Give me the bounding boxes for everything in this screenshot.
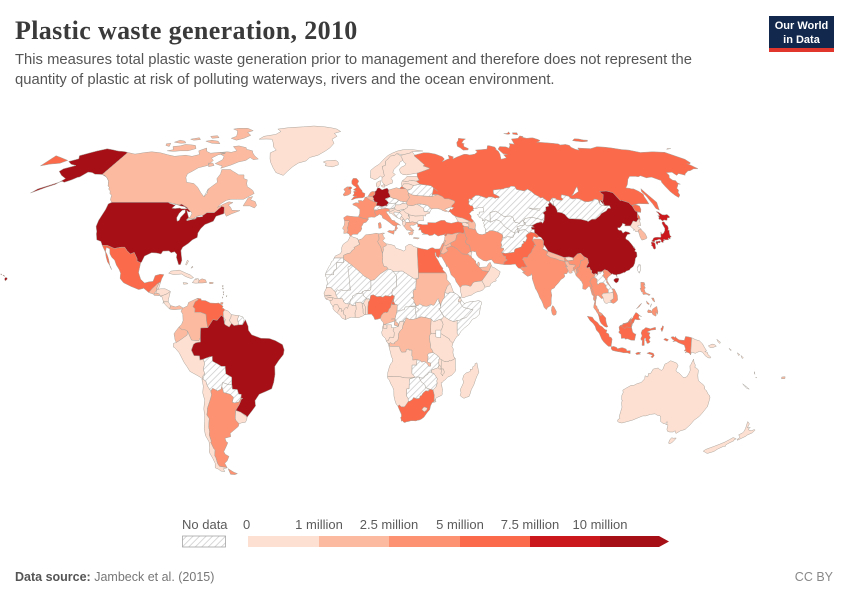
svg-text:7.5 million: 7.5 million bbox=[501, 517, 560, 532]
svg-text:No data: No data bbox=[182, 517, 228, 532]
svg-text:2.5 million: 2.5 million bbox=[360, 517, 419, 532]
svg-text:10 million: 10 million bbox=[573, 517, 628, 532]
svg-text:0: 0 bbox=[243, 517, 250, 532]
svg-text:1 million: 1 million bbox=[295, 517, 343, 532]
svg-text:5 million: 5 million bbox=[436, 517, 484, 532]
svg-text:CC BY: CC BY bbox=[795, 570, 834, 584]
svg-text:Data source: Jambeck et al. (2: Data source: Jambeck et al. (2015) bbox=[15, 570, 214, 584]
